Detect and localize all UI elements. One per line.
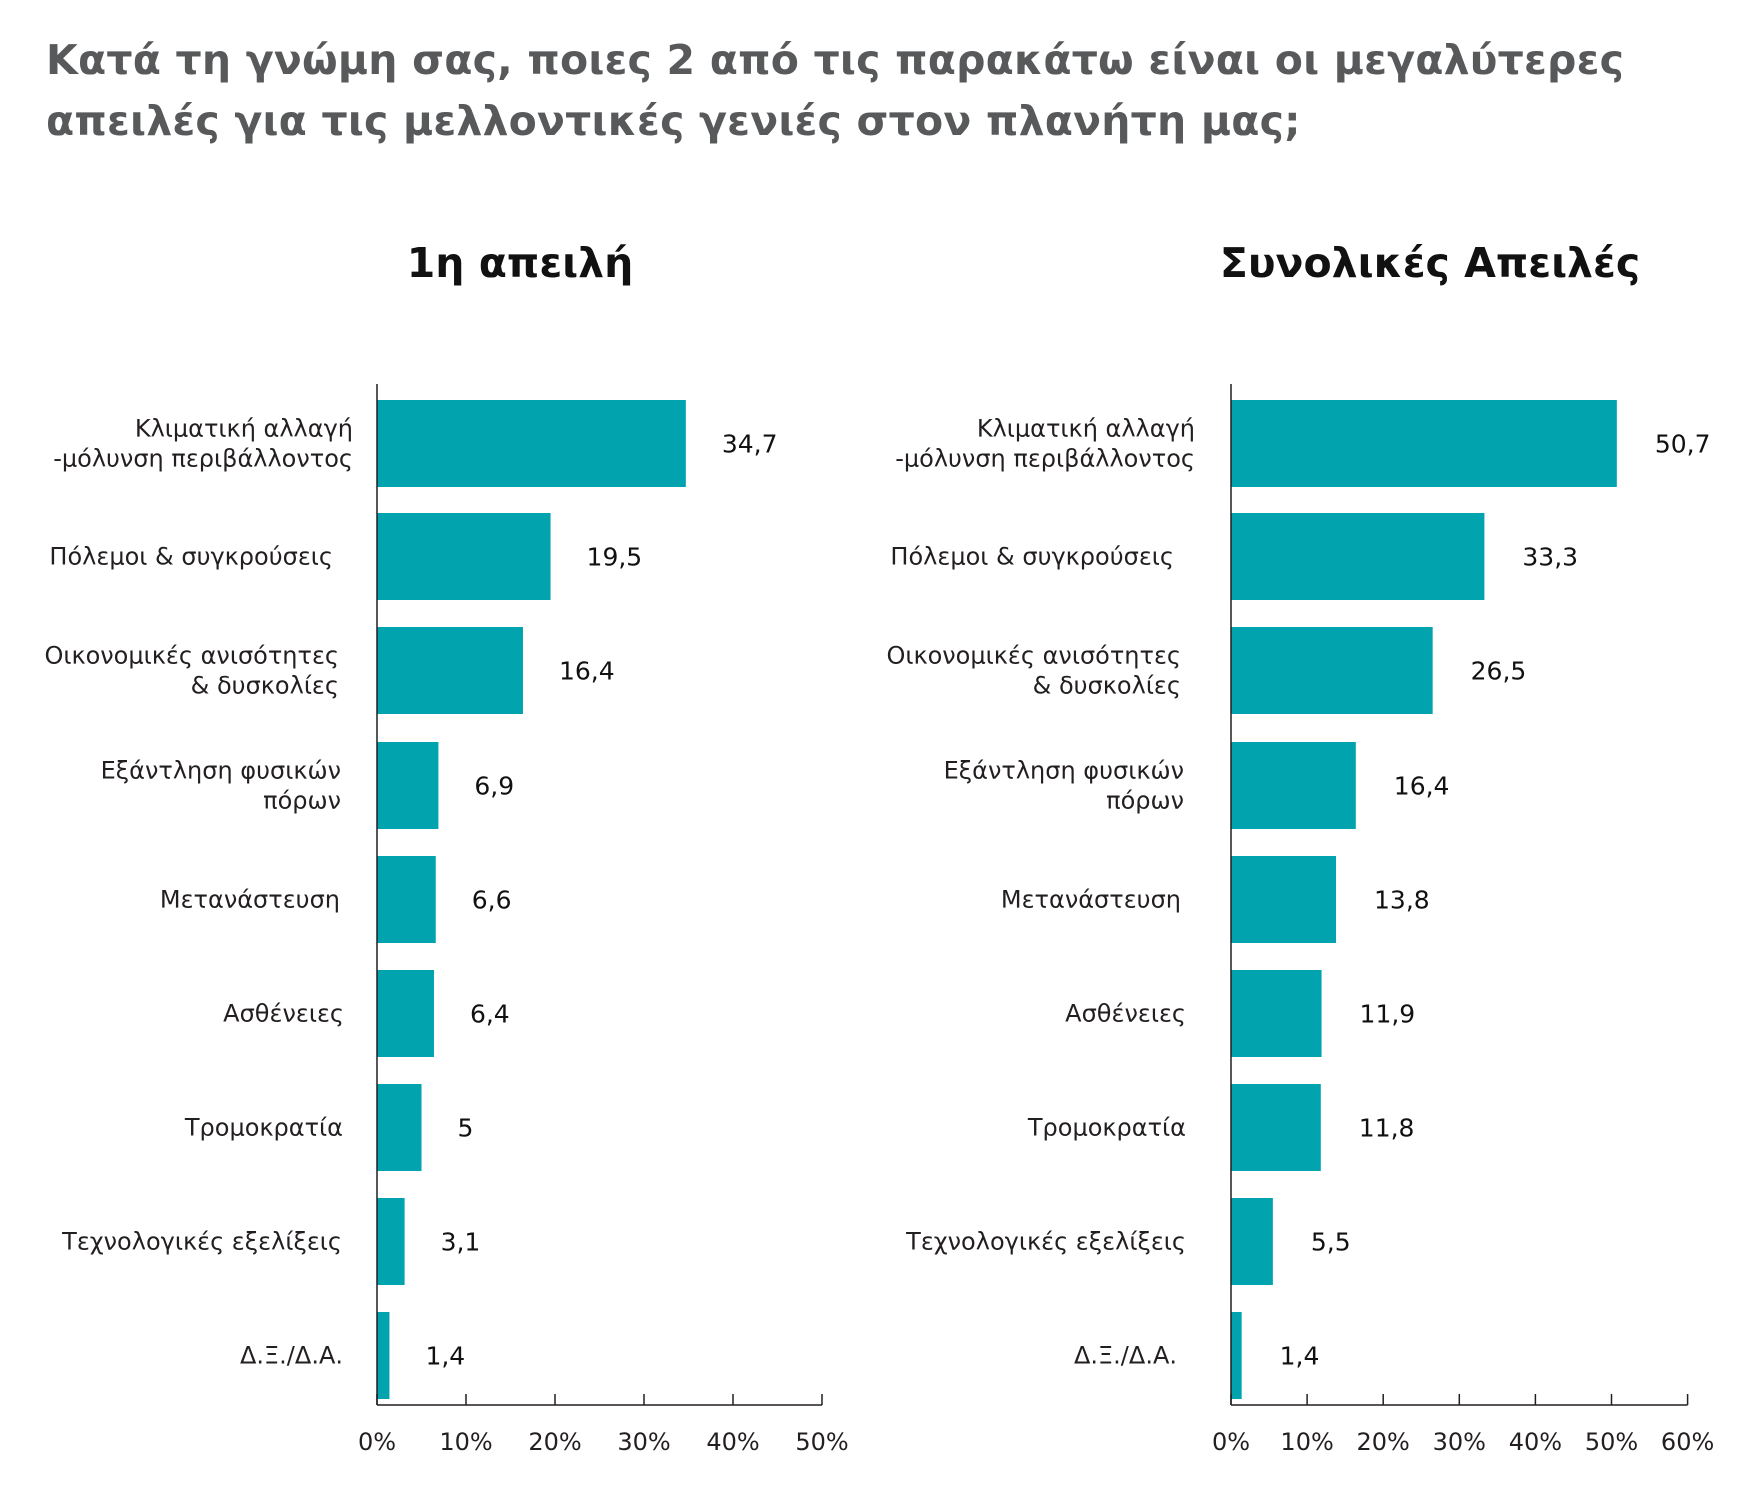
chart-title: 1η απειλή bbox=[407, 239, 634, 287]
data-label: 6,9 bbox=[474, 772, 514, 801]
category-label: Κλιματική αλλαγή -μόλυνση περιβάλλοντος bbox=[53, 415, 353, 473]
page-title: Κατά τη γνώμη σας, ποιες 2 από τις παρακ… bbox=[46, 30, 1706, 152]
bar bbox=[377, 1312, 390, 1399]
data-label: 1,4 bbox=[1280, 1342, 1320, 1371]
category-label: Τρομοκρατία bbox=[184, 1114, 343, 1142]
bar bbox=[1231, 1084, 1321, 1171]
category-label: Τεχνολογικές εξελίξεις bbox=[61, 1228, 342, 1256]
data-label: 6,6 bbox=[472, 886, 512, 915]
bar bbox=[1231, 400, 1617, 487]
bar bbox=[1231, 742, 1356, 829]
data-label: 33,3 bbox=[1522, 543, 1578, 572]
data-label: 50,7 bbox=[1655, 430, 1711, 459]
data-label: 5 bbox=[458, 1114, 474, 1143]
category-label: Δ.Ξ./Δ.Α. bbox=[240, 1342, 343, 1370]
category-label: Οικονομικές ανισότητες & δυσκολίες bbox=[886, 642, 1181, 700]
bar bbox=[1231, 970, 1322, 1057]
category-label: Τρομοκρατία bbox=[1027, 1114, 1186, 1142]
bar bbox=[377, 1198, 405, 1285]
data-label: 26,5 bbox=[1471, 657, 1527, 686]
bar bbox=[1231, 856, 1337, 943]
bar bbox=[377, 1084, 422, 1171]
category-label: Πόλεμοι & συγκρούσεις bbox=[890, 543, 1174, 571]
x-tick-label: 0% bbox=[1212, 1428, 1250, 1456]
bar bbox=[377, 513, 551, 600]
data-label: 3,1 bbox=[441, 1228, 481, 1257]
data-label: 11,9 bbox=[1360, 1000, 1416, 1029]
data-label: 16,4 bbox=[1394, 772, 1450, 801]
chart-2: Συνολικές Απειλές Κλιματική αλλαγή -μόλυνσ… bbox=[886, 239, 1714, 1456]
x-tick-label: 20% bbox=[528, 1428, 581, 1456]
bar bbox=[1231, 1312, 1242, 1399]
category-label: Ασθένειες bbox=[1065, 1000, 1186, 1028]
x-tick-label: 30% bbox=[617, 1428, 670, 1456]
bar bbox=[377, 970, 434, 1057]
bar bbox=[1231, 627, 1433, 714]
category-label: Εξάντληση φυσικών πόρων bbox=[944, 757, 1184, 815]
bar bbox=[377, 400, 686, 487]
bar bbox=[1231, 1198, 1273, 1285]
x-tick-label: 50% bbox=[1585, 1428, 1638, 1456]
category-label: Δ.Ξ./Δ.Α. bbox=[1074, 1342, 1177, 1370]
category-label: Εξάντληση φυσικών πόρων bbox=[101, 757, 341, 815]
chart-title: Συνολικές Απειλές bbox=[1220, 239, 1640, 287]
x-tick-label: 40% bbox=[706, 1428, 759, 1456]
category-label: Κλιματική αλλαγή -μόλυνση περιβάλλοντος bbox=[895, 415, 1195, 473]
category-label: Πόλεμοι & συγκρούσεις bbox=[49, 543, 333, 571]
data-label: 11,8 bbox=[1359, 1114, 1415, 1143]
x-tick-label: 10% bbox=[439, 1428, 492, 1456]
bar bbox=[377, 856, 436, 943]
data-label: 5,5 bbox=[1311, 1228, 1351, 1257]
page-title-line-1: Κατά τη γνώμη σας, ποιες 2 από τις παρακ… bbox=[46, 36, 1625, 84]
x-tick-label: 20% bbox=[1357, 1428, 1410, 1456]
category-label: Μετανάστευση bbox=[160, 886, 340, 914]
x-tick-label: 0% bbox=[358, 1428, 396, 1456]
bar bbox=[1231, 513, 1485, 600]
x-tick-label: 10% bbox=[1280, 1428, 1333, 1456]
chart-1: 1η απειλή Κλιματική αλλαγή -μόλυνση περιβά… bbox=[44, 239, 848, 1456]
data-label: 16,4 bbox=[559, 657, 615, 686]
x-tick-label: 30% bbox=[1433, 1428, 1486, 1456]
category-label: Μετανάστευση bbox=[1001, 886, 1181, 914]
data-label: 6,4 bbox=[470, 1000, 510, 1029]
data-label: 19,5 bbox=[587, 543, 643, 572]
data-label: 1,4 bbox=[425, 1342, 465, 1371]
bar bbox=[377, 742, 439, 829]
x-tick-label: 50% bbox=[795, 1428, 848, 1456]
category-label: Τεχνολογικές εξελίξεις bbox=[905, 1228, 1186, 1256]
bar bbox=[377, 627, 523, 714]
page-title-line-2: απειλές για τις μελλοντικές γενιές στον … bbox=[46, 97, 1301, 145]
category-label: Ασθένειες bbox=[223, 1000, 344, 1028]
data-label: 34,7 bbox=[722, 430, 778, 459]
x-tick-label: 60% bbox=[1661, 1428, 1714, 1456]
data-label: 13,8 bbox=[1374, 886, 1430, 915]
category-label: Οικονομικές ανισότητες & δυσκολίες bbox=[44, 642, 339, 700]
x-tick-label: 40% bbox=[1509, 1428, 1562, 1456]
